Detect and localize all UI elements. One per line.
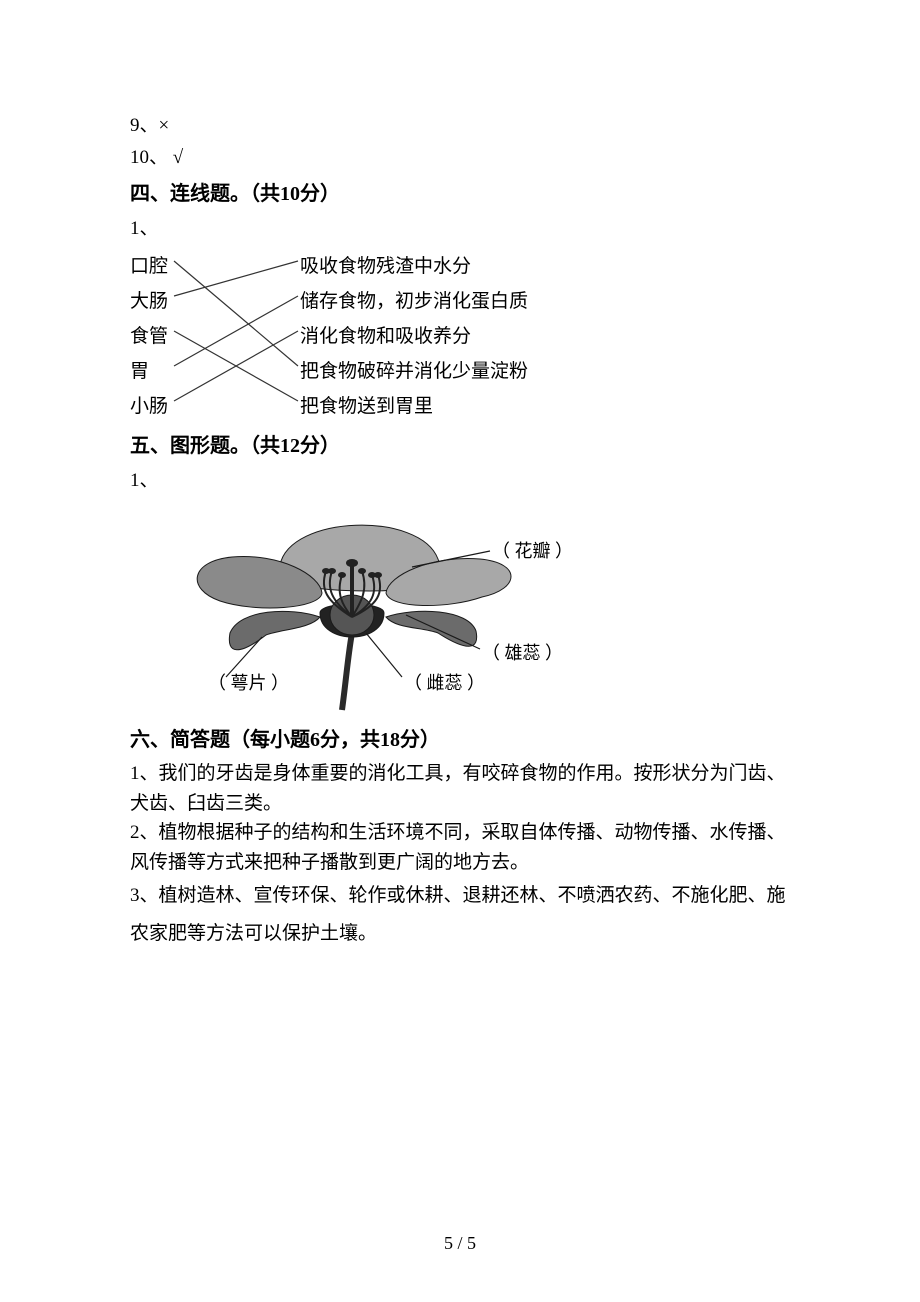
answer-9: 9、×	[130, 110, 790, 142]
label-stamen: （ 雄蕊 ）	[482, 639, 563, 665]
answer-6-3: 3、植树造林、宣传环保、轮作或休耕、退耕还林、不喷洒农药、不施化肥、施农家肥等方…	[130, 877, 790, 953]
label-petal: （ 花瓣 ）	[492, 537, 573, 563]
matching-block: 口腔 大肠 食管 胃 小肠 吸收食物残渣中水分 储存食物，初步消化蛋白质 消化食…	[130, 249, 790, 427]
section-6-heading: 六、简答题（每小题6分，共18分）	[130, 721, 790, 759]
answer-6-1: 1、我们的牙齿是身体重要的消化工具，有咬碎食物的作用。按形状分为门齿、犬齿、臼齿…	[130, 759, 790, 818]
section-4-heading: 四、连线题。（共10分）	[130, 175, 790, 213]
answer-10: 10、 √	[130, 142, 790, 174]
page-root: 9、× 10、 √ 四、连线题。（共10分） 1、 口腔 大肠 食管 胃 小肠 …	[0, 0, 920, 1302]
section-4-qnum: 1、	[130, 213, 790, 245]
label-pistil: （ 雌蕊 ）	[404, 669, 485, 695]
match-lines-svg	[130, 249, 530, 427]
section-5-heading: 五、图形题。（共12分）	[130, 427, 790, 465]
answer-6-2: 2、植物根据种子的结构和生活环境不同，采取自体传播、动物传播、水传播、风传播等方…	[130, 818, 790, 877]
section-6-answers: 1、我们的牙齿是身体重要的消化工具，有咬碎食物的作用。按形状分为门齿、犬齿、臼齿…	[130, 759, 790, 953]
label-sepal: （ 萼片 ）	[208, 669, 289, 695]
page-number: 5 / 5	[0, 1233, 920, 1254]
flower-diagram: （ 花瓣 ） （ 雄蕊 ） （ 雌蕊 ） （ 萼片 ）	[170, 505, 600, 715]
section-5-qnum: 1、	[130, 465, 790, 497]
